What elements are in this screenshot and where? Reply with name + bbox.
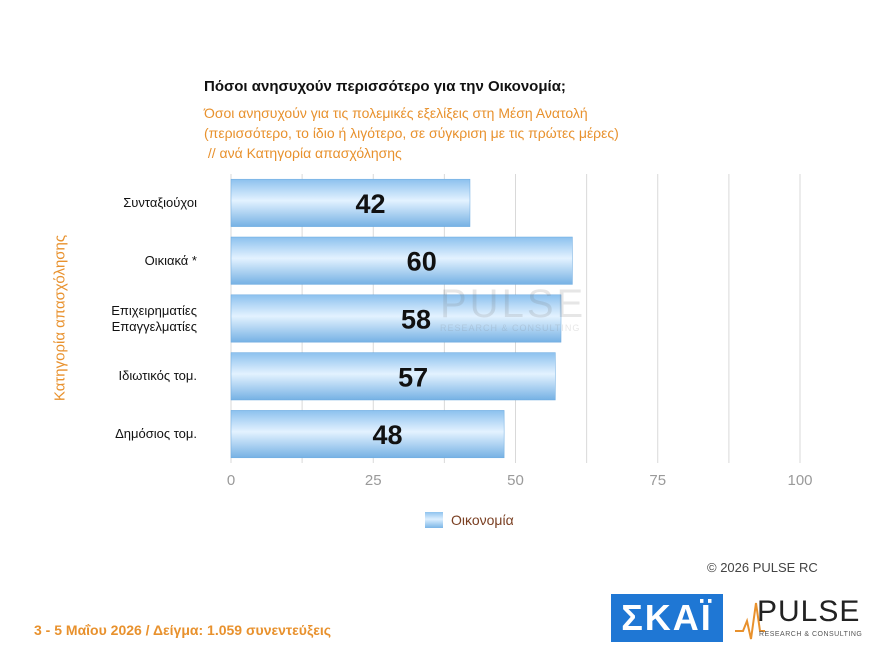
bars: 42 60 58 57 48 xyxy=(230,178,573,459)
category-label: Συνταξιούχοι xyxy=(123,194,197,210)
category-label: Ιδιωτικός τομ. xyxy=(118,368,197,384)
category-label: Δημόσιος τομ. xyxy=(115,426,197,442)
bar-value-label: 42 xyxy=(355,189,385,219)
pulse-logo: PULSE RESEARCH & CONSULTING xyxy=(735,593,865,645)
pulse-heartbeat-icon xyxy=(735,602,765,640)
category-label: Επιχειρηματίες Επαγγελματίες xyxy=(111,302,197,334)
x-tick-label: 75 xyxy=(649,472,666,489)
x-tick-label: 100 xyxy=(787,472,812,489)
x-tick-label: 50 xyxy=(507,472,524,489)
x-tick-label: 0 xyxy=(227,472,235,489)
copyright-text: © 2026 PULSE RC xyxy=(707,560,818,575)
bar xyxy=(230,352,556,401)
bar xyxy=(230,410,505,459)
bar-value-label: 48 xyxy=(373,420,403,450)
footer-survey-info: 3 - 5 Μαΐου 2026 / Δείγμα: 1.059 συνεντε… xyxy=(34,622,332,638)
bar xyxy=(230,236,573,285)
bar xyxy=(230,294,562,343)
category-label: Οικιακά * xyxy=(144,252,197,268)
chart-subtitle: Όσοι ανησυχούν για τις πολεμικές εξελίξε… xyxy=(204,105,619,161)
pulse-logo-tag: RESEARCH & CONSULTING xyxy=(759,631,863,638)
bar xyxy=(230,178,471,227)
x-tick-labels: 0 25 50 75 100 xyxy=(227,472,813,489)
bar-value-label: 58 xyxy=(401,305,431,335)
bar-value-label: 60 xyxy=(407,247,437,277)
skai-logo: ΣΚΑΪ xyxy=(611,594,723,642)
legend-label: Οικονομία xyxy=(451,512,514,528)
pulse-logo-word: PULSE xyxy=(757,595,861,628)
legend: Οικονομία xyxy=(425,512,514,528)
legend-swatch xyxy=(425,512,443,528)
chart-title: Πόσοι ανησυχούν περισσότερο για την Οικο… xyxy=(204,78,566,95)
bar-value-label: 57 xyxy=(398,362,428,392)
x-tick-label: 25 xyxy=(365,472,382,489)
